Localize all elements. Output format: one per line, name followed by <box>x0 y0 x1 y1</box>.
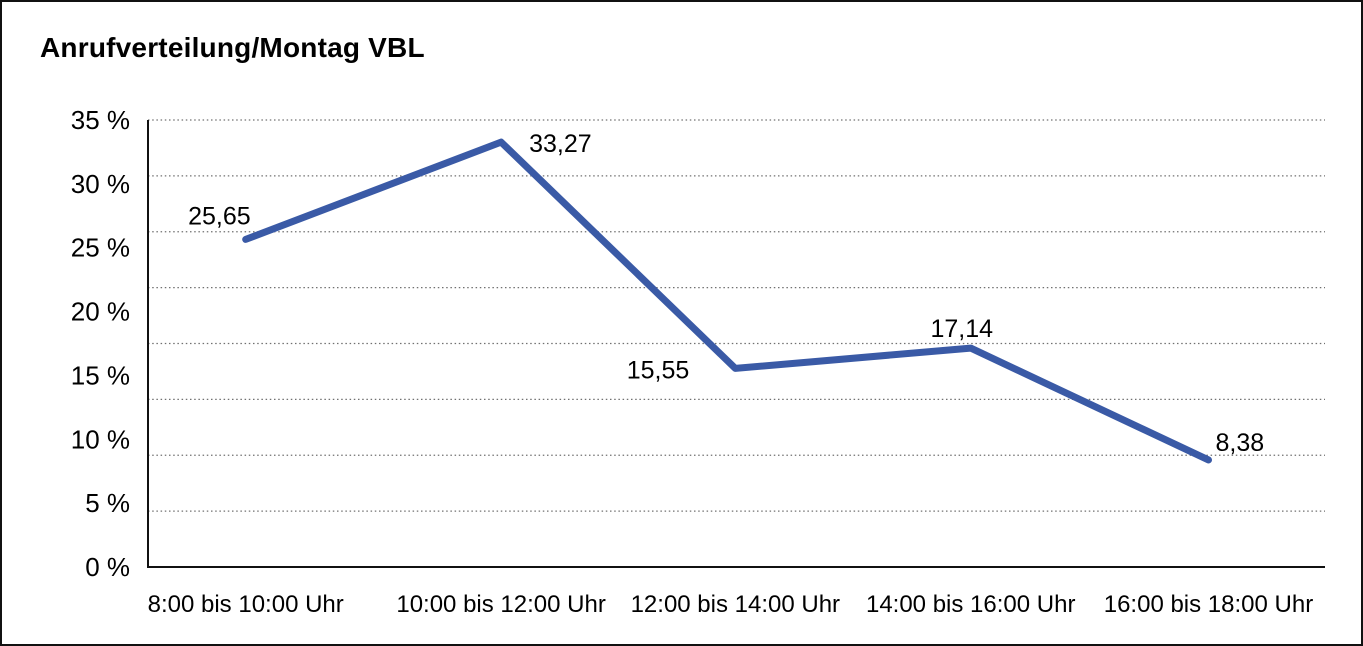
y-tick-label: 5 % <box>85 488 130 518</box>
data-label: 15,55 <box>627 356 690 384</box>
data-label: 33,27 <box>529 130 592 158</box>
y-tick-label: 10 % <box>71 424 130 454</box>
y-tick-label: 30 % <box>71 169 130 199</box>
chart-title: Anrufverteilung/Montag VBL <box>40 32 425 63</box>
data-label: 8,38 <box>1215 429 1264 457</box>
data-label: 17,14 <box>930 315 993 343</box>
x-tick-label: 12:00 bis 14:00 Uhr <box>631 591 840 618</box>
y-tick-label: 20 % <box>71 297 130 327</box>
x-tick-label: 10:00 bis 12:00 Uhr <box>396 591 605 618</box>
x-tick-label: 14:00 bis 16:00 Uhr <box>866 591 1075 618</box>
y-tick-label: 25 % <box>71 233 130 263</box>
x-tick-label: 8:00 bis 10:00 Uhr <box>148 591 344 618</box>
x-tick-label: 16:00 bis 18:00 Uhr <box>1104 591 1313 618</box>
data-label: 25,65 <box>188 202 251 230</box>
y-tick-label: 0 % <box>85 552 130 582</box>
series-line <box>242 138 1212 464</box>
y-tick-label: 15 % <box>71 360 130 390</box>
y-tick-label: 35 % <box>71 105 130 135</box>
